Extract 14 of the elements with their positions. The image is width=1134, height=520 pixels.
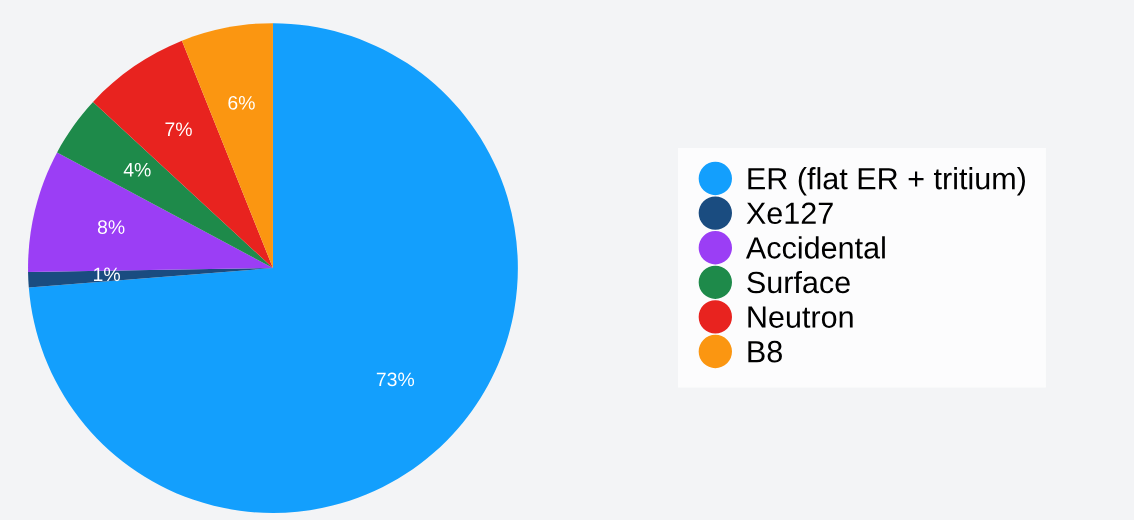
data-label: 73% [376, 372, 415, 387]
data-label: 1% [94, 267, 120, 282]
legend-label: Neutron [748, 306, 853, 328]
legend-label: Accidental [745, 236, 885, 259]
data-label: 7% [165, 122, 192, 137]
data-label: 6% [228, 95, 255, 110]
data-label: 8% [97, 220, 125, 235]
legend-label: ER (flat ER + tritium) [748, 167, 1025, 196]
legend-label: Surface [747, 270, 850, 294]
pie-slice [93, 40, 273, 269]
legend-label: B8 [748, 340, 782, 363]
pie-slice [28, 23, 518, 513]
legend-label: Xe127 [746, 202, 833, 225]
data-label: 4% [123, 162, 151, 177]
